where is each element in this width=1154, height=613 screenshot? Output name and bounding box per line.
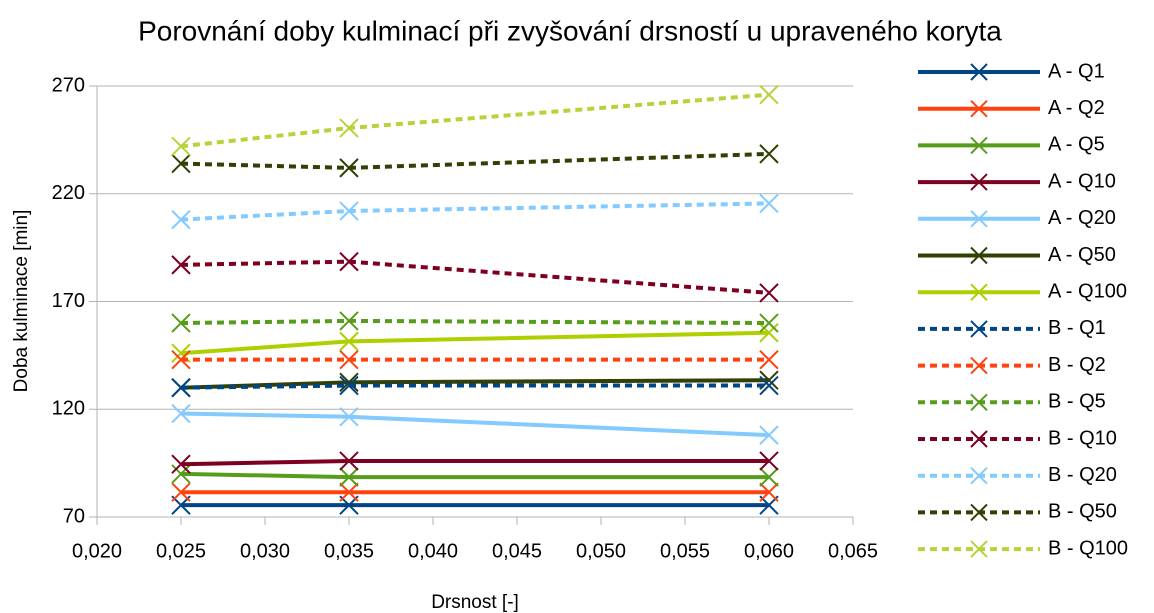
marker (759, 425, 779, 445)
x-tick-label: 0,065 (828, 540, 878, 562)
series-line (180, 458, 769, 467)
marker (339, 331, 359, 352)
x-tick-label: 0,055 (660, 540, 710, 562)
legend-marker (970, 466, 988, 485)
marker (339, 375, 359, 396)
legend-label: B - Q20 (1048, 464, 1117, 486)
x-tick-label: 0,020 (72, 540, 122, 562)
marker (339, 372, 359, 393)
legend-marker (970, 320, 988, 338)
marker (339, 118, 359, 138)
series-line (180, 201, 770, 222)
marker (171, 464, 191, 484)
marker (759, 451, 779, 471)
series-line (180, 411, 770, 438)
marker (759, 283, 779, 303)
legend-label: B - Q2 (1048, 354, 1106, 376)
legend-marker (970, 393, 988, 412)
legend-marker (970, 136, 988, 155)
x-tick-label: 0,060 (744, 540, 794, 562)
legend-label: B - Q1 (1048, 317, 1106, 339)
marker (171, 255, 191, 275)
marker (339, 201, 359, 221)
x-tick-label: 0,030 (240, 540, 290, 562)
legend-label: B - Q100 (1048, 537, 1128, 559)
marker (759, 144, 779, 164)
series-line (180, 330, 770, 356)
marker (339, 349, 359, 370)
marker (759, 467, 779, 487)
legend-marker (970, 283, 988, 301)
x-tick-label: 0,050 (576, 540, 626, 562)
series-line (180, 383, 769, 390)
legend-marker (970, 99, 988, 118)
marker (759, 84, 779, 105)
x-tick-label: 0,025 (156, 540, 206, 562)
marker (171, 153, 191, 174)
y-axis-label: Doba kulminace [min] (11, 210, 32, 393)
y-tick-label: 170 (52, 290, 85, 312)
x-axis-label: Drsnost [-] (431, 592, 519, 613)
legend-label: B - Q50 (1048, 501, 1117, 523)
series-line (180, 318, 770, 326)
series-line (180, 471, 769, 480)
marker (759, 313, 779, 333)
legend-marker (970, 63, 988, 81)
series-line (180, 92, 770, 149)
x-tick-label: 0,040 (408, 540, 458, 562)
legend-marker (970, 430, 988, 448)
marker (339, 451, 359, 471)
y-tick-label: 120 (52, 398, 85, 420)
marker (339, 158, 359, 178)
marker (171, 454, 191, 474)
legend-label: A - Q50 (1048, 244, 1116, 266)
marker (171, 209, 191, 230)
x-tick-label: 0,035 (324, 540, 374, 562)
marker (339, 407, 359, 427)
y-tick-label: 220 (52, 182, 85, 204)
legend-label: B - Q5 (1048, 391, 1106, 413)
legend-label: A - Q5 (1048, 134, 1105, 156)
marker (759, 323, 779, 343)
legend-label: A - Q20 (1048, 207, 1116, 229)
marker (339, 482, 359, 502)
x-tick-label: 0,045 (492, 540, 542, 562)
y-tick-label: 70 (63, 505, 85, 527)
legend-label: A - Q10 (1048, 170, 1116, 192)
marker (759, 375, 779, 396)
marker (339, 311, 359, 331)
legend-marker (970, 356, 988, 375)
chart-title: Porovnání doby kulminací při zvyšování d… (138, 15, 1002, 46)
y-tick-label: 270 (52, 74, 85, 96)
series-line (180, 151, 770, 170)
legend-marker (970, 540, 988, 558)
marker (171, 377, 191, 398)
legend-label: B - Q10 (1048, 427, 1117, 449)
legend-label: A - Q100 (1048, 280, 1127, 302)
marker (171, 136, 191, 157)
marker (171, 349, 191, 370)
marker (339, 251, 359, 272)
marker (759, 349, 779, 370)
legend-marker (970, 503, 988, 522)
legend-label: A - Q1 (1048, 60, 1105, 82)
marker (759, 482, 779, 502)
marker (171, 313, 191, 333)
legend-marker (970, 210, 988, 228)
legend-marker (970, 246, 988, 265)
marker (759, 193, 779, 214)
legend-label: A - Q2 (1048, 97, 1105, 119)
marker (171, 403, 191, 424)
marker (171, 482, 191, 502)
legend-marker (970, 173, 988, 191)
series-line (180, 259, 770, 295)
marker (339, 467, 359, 487)
